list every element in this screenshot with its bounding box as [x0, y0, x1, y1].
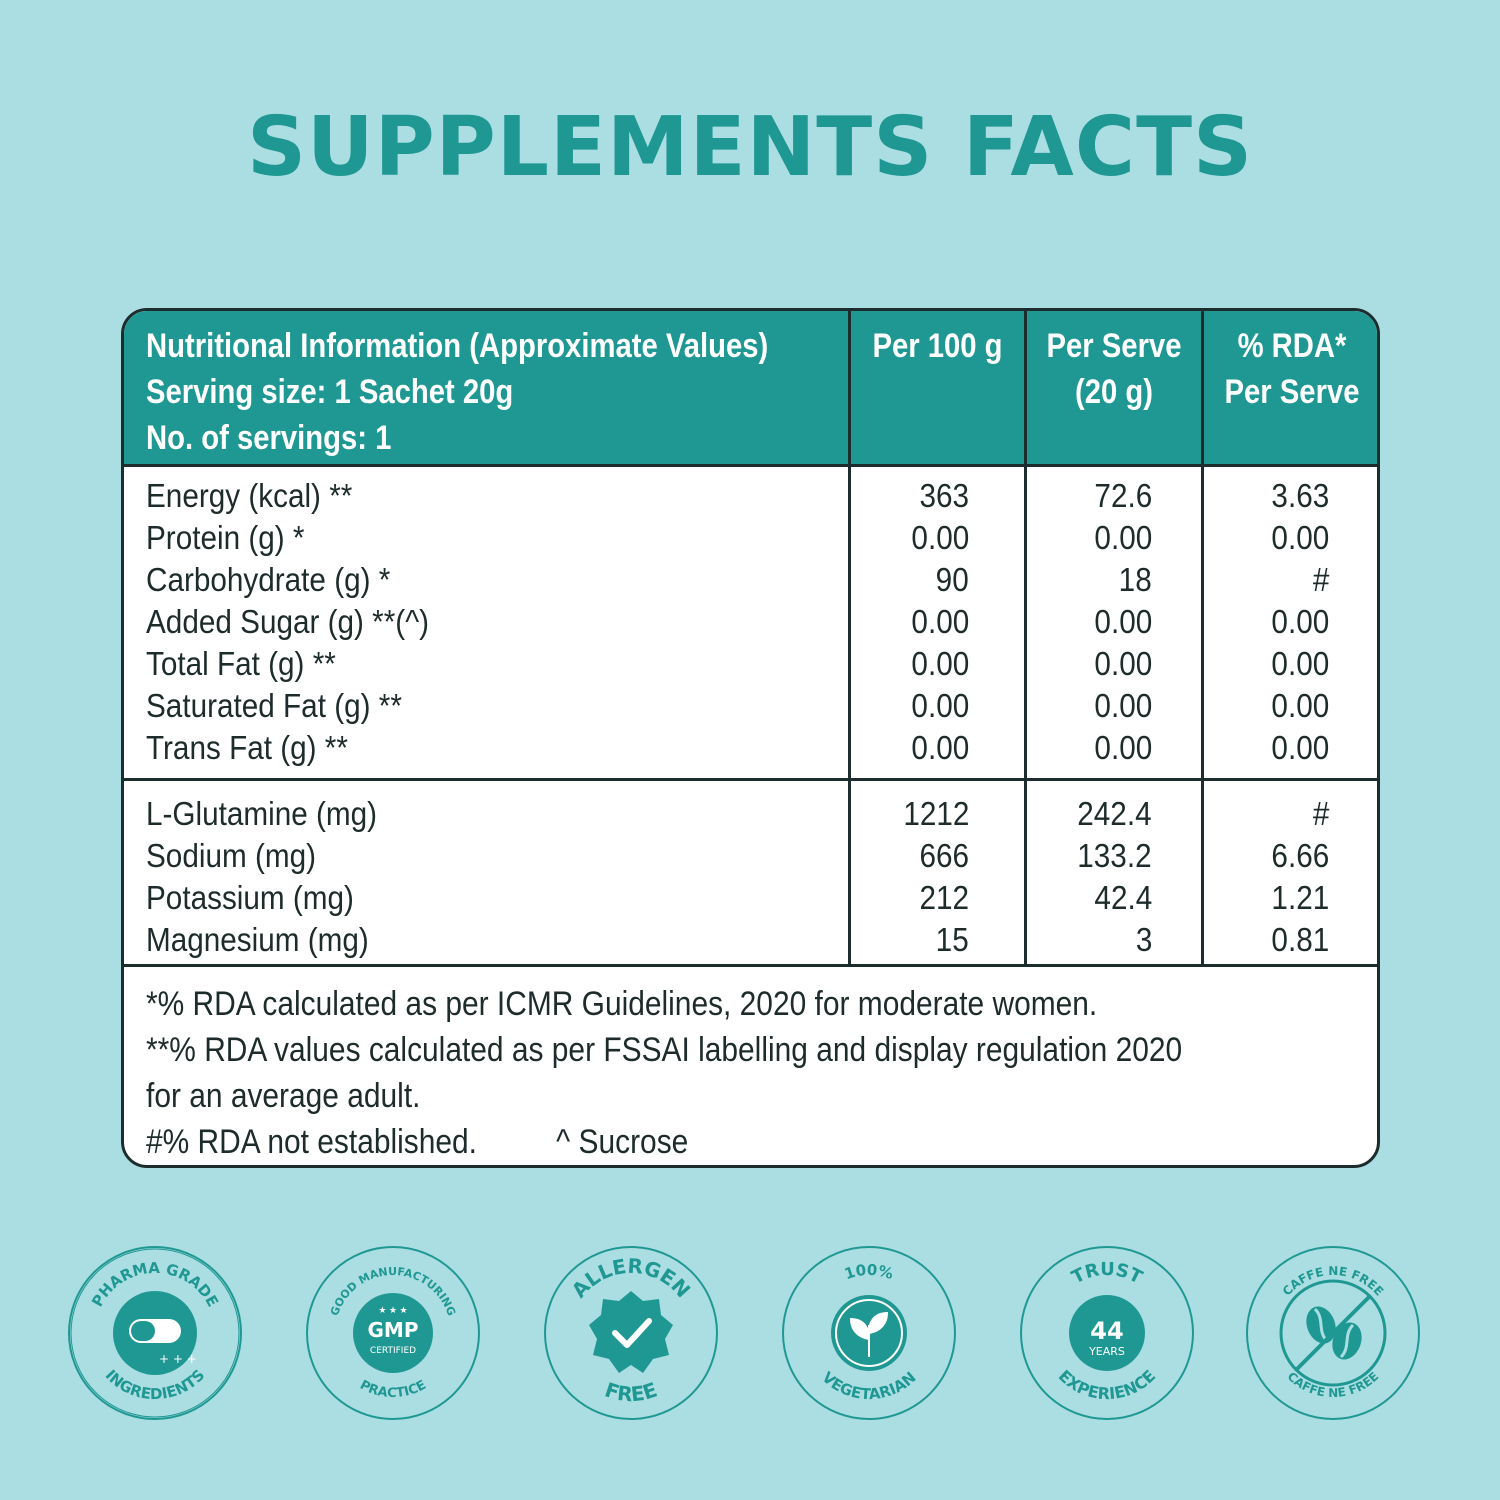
per-serve-value: 0.00 [1094, 519, 1152, 556]
nutrient-name: Carbohydrate (g) * [146, 561, 391, 598]
nutrient-name: L-Glutamine (mg) [146, 795, 378, 832]
nutrient-name: Trans Fat (g) ** [146, 729, 348, 766]
nutrition-table: Nutritional Information (Approximate Val… [121, 308, 1380, 1168]
rda-value: 0.00 [1271, 645, 1329, 682]
gmp-seal-icon: GMP CERTIFIED ★ ★ ★ [353, 1293, 433, 1373]
nutrient-group-minerals: L-Glutamine (mg) 1212 242.4 # Sodium (mg) 666… [124, 793, 1377, 961]
rda-value: 3.63 [1271, 477, 1329, 514]
table-row: Total Fat (g) ** 0.00 0.00 0.00 [124, 643, 1377, 685]
svg-text:YEARS: YEARS [1088, 1345, 1125, 1358]
row-divider [124, 778, 1377, 781]
allergen-free-badge: ALLERGEN FREE [544, 1246, 718, 1420]
nutrient-group-macros: Energy (kcal) ** 363 72.6 3.63 Protein (g) *… [124, 475, 1377, 769]
table-row: Saturated Fat (g) ** 0.00 0.00 0.00 [124, 685, 1377, 727]
footnotes: *% RDA calculated as per ICMR Guidelines… [146, 981, 1182, 1165]
column-divider [848, 311, 851, 967]
per-100g-value: 0.00 [911, 603, 969, 640]
per-serve-value: 42.4 [1094, 879, 1152, 916]
nutrient-name: Magnesium (mg) [146, 921, 369, 958]
svg-text:GMP: GMP [368, 1318, 419, 1342]
per-100g-value: 363 [919, 477, 969, 514]
per-100g-value: 15 [935, 921, 969, 958]
header-nutritional-info: Nutritional Information (Approximate Val… [146, 327, 769, 457]
table-row: Magnesium (mg) 15 3 0.81 [124, 919, 1377, 961]
nutrient-name: Potassium (mg) [146, 879, 354, 916]
pharma-grade-badge: PHARMA GRADE INGREDIENTS + + + [68, 1246, 242, 1420]
per-serve-value: 0.00 [1094, 687, 1152, 724]
per-100g-value: 1212 [902, 795, 969, 832]
column-divider [1201, 311, 1204, 967]
svg-text:FREE: FREE [602, 1377, 660, 1406]
per-serve-value: 3 [1135, 921, 1152, 958]
header-per-serve: Per Serve (20 g) [1046, 327, 1182, 411]
footnote-fssai-cont: for an average adult. [146, 1077, 421, 1115]
leaf-icon [831, 1295, 907, 1371]
footnote-sucrose: ^ Sucrose [556, 1123, 689, 1161]
per-100g-value: 666 [919, 837, 969, 874]
table-header [124, 311, 1377, 467]
table-row: Trans Fat (g) ** 0.00 0.00 0.00 [124, 727, 1377, 769]
per-100g-value: 212 [919, 879, 969, 916]
caffeine-free-badge: CAFFE NE FREE CAFFE NE FREE [1246, 1246, 1420, 1420]
nutrient-name: Added Sugar (g) **(^) [146, 603, 430, 640]
column-divider [1024, 311, 1027, 967]
per-100g-value: 0.00 [911, 687, 969, 724]
nutrient-name: Sodium (mg) [146, 837, 317, 874]
per-serve-value: 133.2 [1077, 837, 1152, 874]
gmp-badge: GOOD MANUFACTURING PRACTICE GMP CERTIFIE… [306, 1246, 480, 1420]
svg-text:100%: 100% [842, 1261, 895, 1283]
rda-value: 0.00 [1271, 729, 1329, 766]
rda-value: 0.00 [1271, 687, 1329, 724]
per-100g-value: 0.00 [911, 729, 969, 766]
svg-text:★ ★ ★: ★ ★ ★ [378, 1305, 407, 1315]
nutrient-name: Total Fat (g) ** [146, 645, 336, 682]
nutrient-name: Energy (kcal) ** [146, 477, 353, 514]
table-row: Protein (g) * 0.00 0.00 0.00 [124, 517, 1377, 559]
vegetarian-badge: 100% VEGETARIAN [782, 1246, 956, 1420]
coffee-bean-crossed-icon [1279, 1279, 1387, 1387]
svg-text:44: 44 [1090, 1317, 1123, 1345]
per-serve-value: 18 [1118, 561, 1152, 598]
rda-value: # [1312, 795, 1329, 832]
trust-seal-icon: 44 YEARS [1069, 1295, 1145, 1371]
check-badge-icon [589, 1291, 673, 1373]
per-100g-value: 0.00 [911, 519, 969, 556]
table-row: Potassium (mg) 212 42.4 1.21 [124, 877, 1377, 919]
table-row: Sodium (mg) 666 133.2 6.66 [124, 835, 1377, 877]
footnote-icmr: *% RDA calculated as per ICMR Guidelines… [146, 985, 1098, 1023]
row-divider [124, 964, 1377, 967]
nutrient-name: Protein (g) * [146, 519, 305, 556]
table-row: Energy (kcal) ** 363 72.6 3.63 [124, 475, 1377, 517]
header-per-100g: Per 100 g [872, 327, 1003, 365]
table-row: Carbohydrate (g) * 90 18 # [124, 559, 1377, 601]
rda-value: # [1312, 561, 1329, 598]
per-100g-value: 0.00 [911, 645, 969, 682]
capsule-icon: + + + [113, 1291, 197, 1375]
table-row: Added Sugar (g) **(^) 0.00 0.00 0.00 [124, 601, 1377, 643]
per-100g-value: 90 [935, 561, 969, 598]
per-serve-value: 0.00 [1094, 603, 1152, 640]
svg-text:PRACTICE: PRACTICE [357, 1378, 429, 1401]
svg-text:+ + +: + + + [159, 1352, 197, 1366]
page-title: SUPPLEMENTS FACTS [246, 100, 1254, 195]
nutrient-name: Saturated Fat (g) ** [146, 687, 402, 724]
rda-value: 0.00 [1271, 603, 1329, 640]
per-serve-value: 0.00 [1094, 729, 1152, 766]
header-rda: % RDA* Per Serve [1224, 327, 1360, 411]
per-serve-value: 0.00 [1094, 645, 1152, 682]
table-row: L-Glutamine (mg) 1212 242.4 # [124, 793, 1377, 835]
rda-value: 0.81 [1271, 921, 1329, 958]
trust-experience-badge: TRUST EXPERIENCE 44 YEARS [1020, 1246, 1194, 1420]
per-serve-value: 72.6 [1094, 477, 1152, 514]
rda-value: 0.00 [1271, 519, 1329, 556]
per-serve-value: 242.4 [1077, 795, 1152, 832]
svg-text:CERTIFIED: CERTIFIED [370, 1346, 416, 1356]
rda-value: 1.21 [1271, 879, 1329, 916]
footnote-fssai: **% RDA values calculated as per FSSAI l… [146, 1031, 1183, 1069]
rda-value: 6.66 [1271, 837, 1329, 874]
footnote-not-established: #% RDA not established. [146, 1123, 477, 1161]
